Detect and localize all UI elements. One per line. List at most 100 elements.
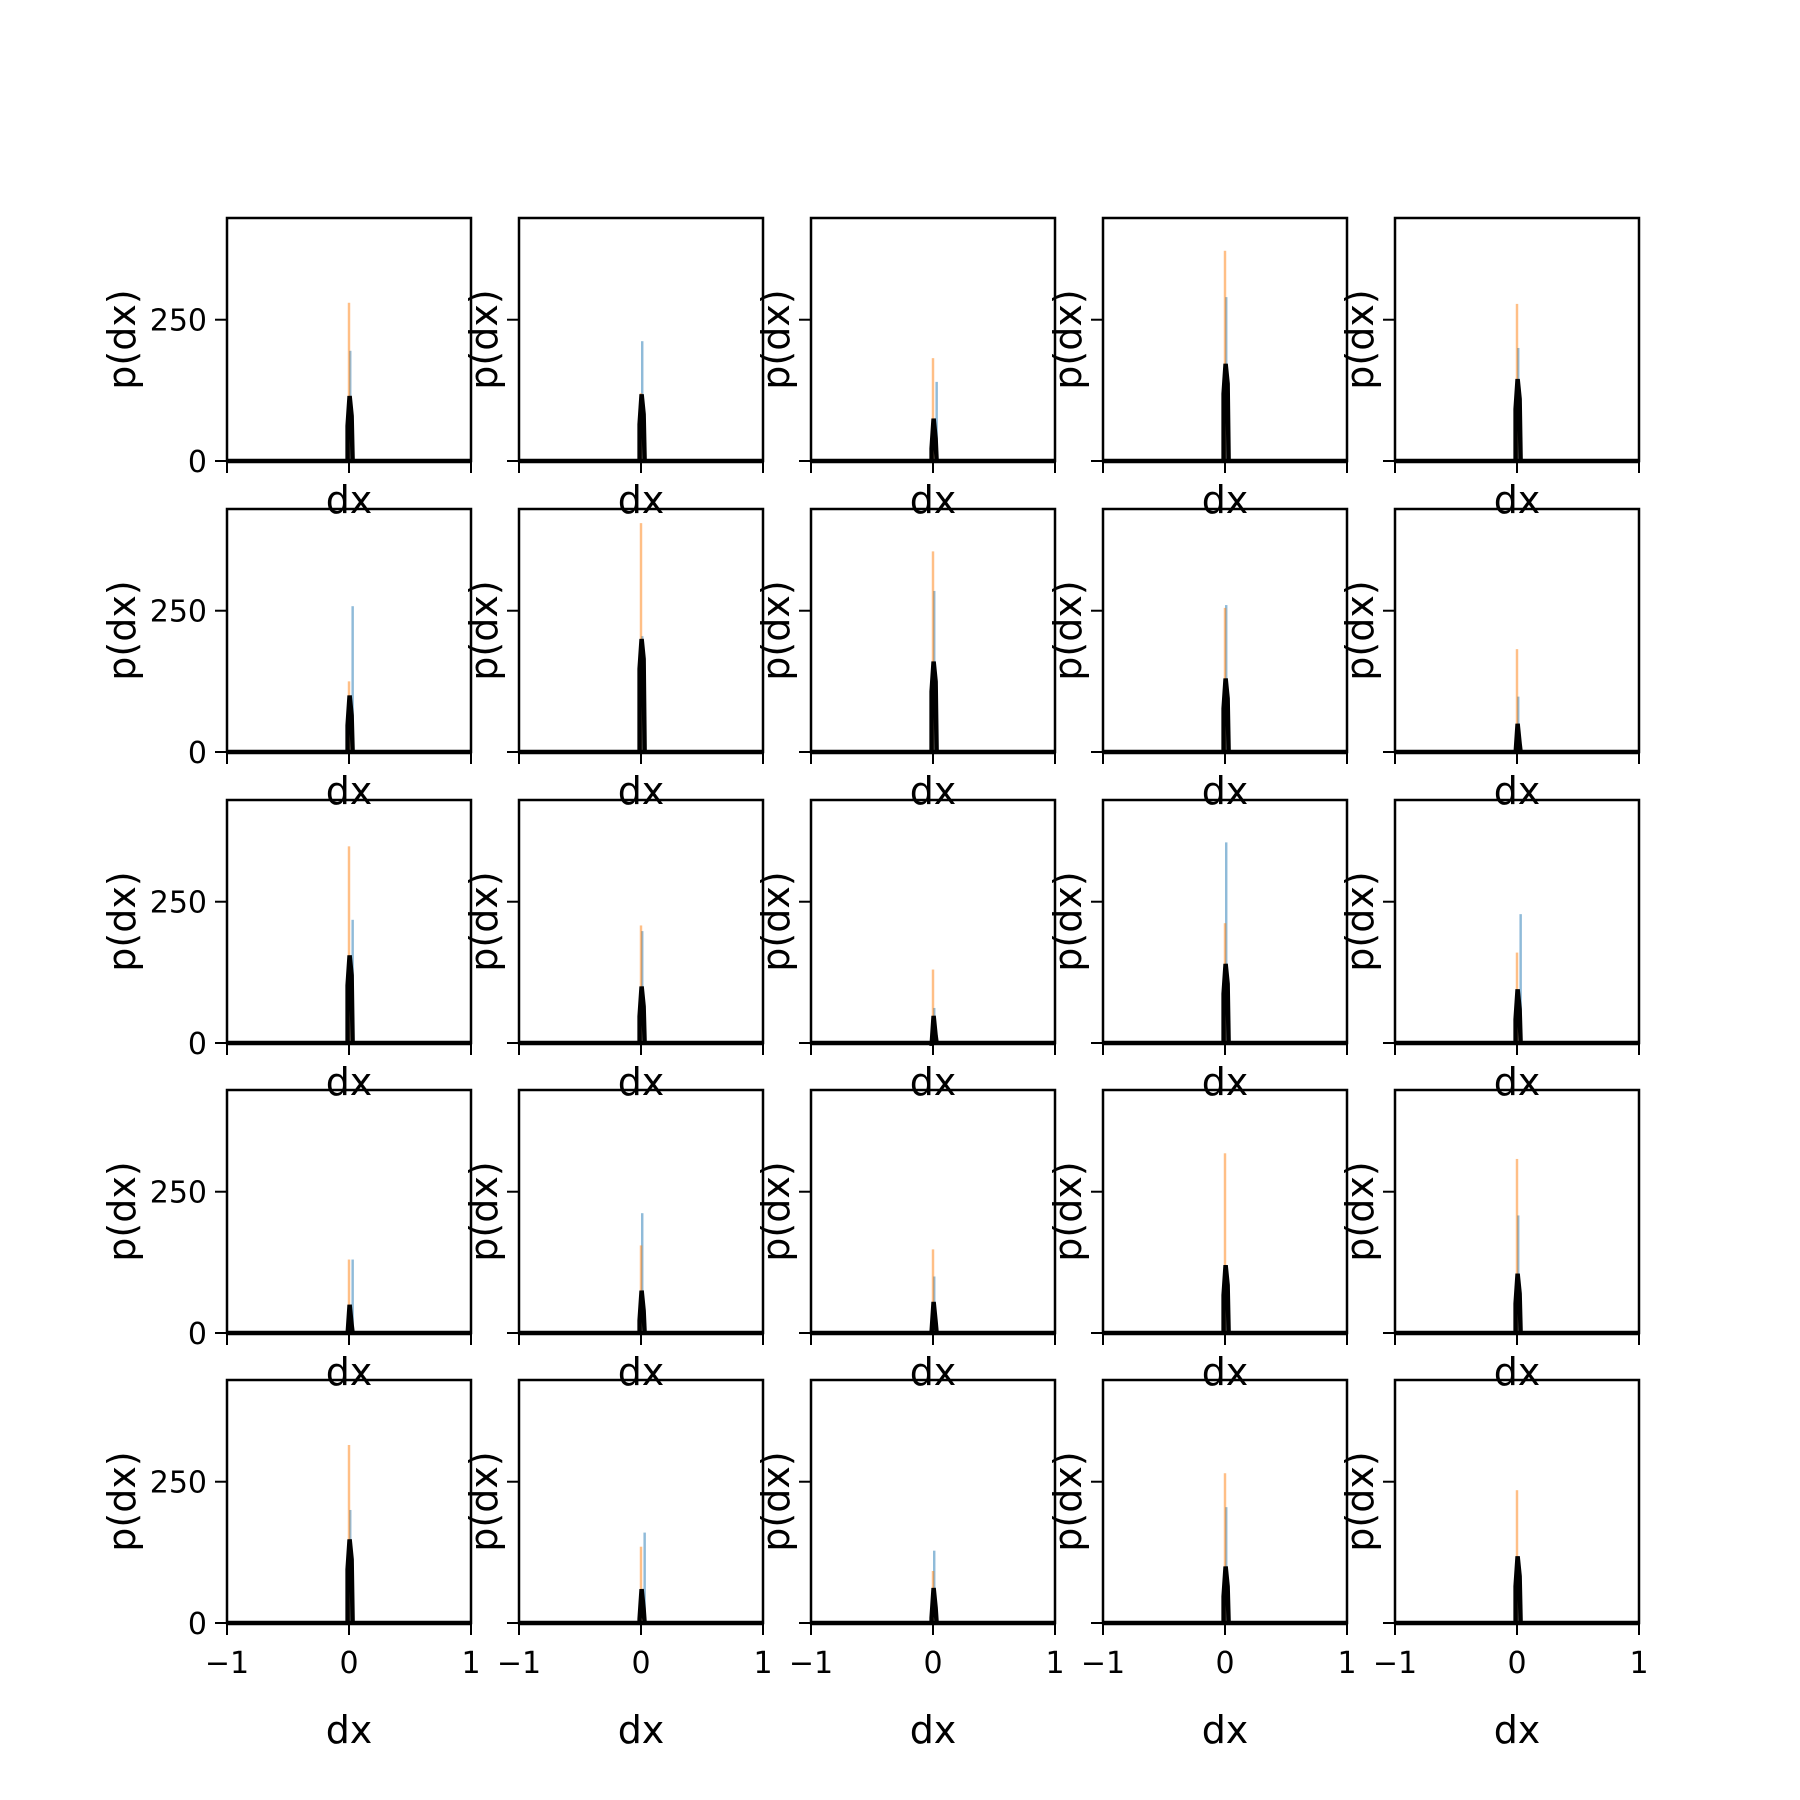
x-axis-label: dx <box>1202 769 1249 813</box>
black-density-line <box>929 418 939 462</box>
y-axis-label: p(dx) <box>1046 871 1090 971</box>
x-tick-label: 1 <box>1045 1646 1064 1681</box>
panel-r4-c4: −1 0 1 dx p(dx) <box>1338 1378 1649 1752</box>
y-axis-label: p(dx) <box>462 871 506 971</box>
panel-r4-c3: −1 0 1 dx p(dx) <box>1046 1378 1357 1752</box>
black-density-line <box>637 986 647 1044</box>
x-tick-label: −1 <box>205 1646 249 1681</box>
y-axis-label: p(dx) <box>100 871 144 971</box>
y-axis-label: p(dx) <box>754 289 798 389</box>
x-axis-label: dx <box>326 478 373 522</box>
x-axis-label: dx <box>618 478 665 522</box>
x-axis-label: dx <box>618 1060 665 1104</box>
y-axis-label: p(dx) <box>754 580 798 680</box>
orange-hist-bar <box>347 846 351 1043</box>
panel-r0-c1: dx p(dx) <box>462 216 765 522</box>
black-density-line <box>1513 1556 1523 1624</box>
panel-r3-c3: dx p(dx) <box>1046 1088 1349 1394</box>
black-density-line <box>1221 363 1231 462</box>
orange-hist-bar <box>931 551 935 752</box>
x-axis-label: dx <box>910 1350 957 1394</box>
x-tick-label: 0 <box>339 1646 358 1681</box>
black-density-line <box>345 1539 355 1624</box>
panel-r3-c4: dx p(dx) <box>1338 1088 1641 1394</box>
panel-r0-c4: dx p(dx) <box>1338 216 1641 522</box>
x-axis-label: dx <box>326 769 373 813</box>
panel-r2-c2: dx p(dx) <box>754 798 1057 1104</box>
panel-r3-c2: dx p(dx) <box>754 1088 1057 1394</box>
y-axis-label: p(dx) <box>100 580 144 680</box>
x-axis-label: dx <box>326 1708 373 1752</box>
x-axis-label: dx <box>910 1708 957 1752</box>
x-axis-label: dx <box>910 769 957 813</box>
x-tick-label: 0 <box>1215 1646 1234 1681</box>
panel-r2-c1: dx p(dx) <box>462 798 765 1104</box>
x-tick-label: 1 <box>753 1646 772 1681</box>
x-axis-label: dx <box>910 478 957 522</box>
y-axis-label: p(dx) <box>100 289 144 389</box>
orange-hist-bar <box>347 302 351 461</box>
blue-hist-bar <box>935 381 938 461</box>
black-density-line <box>929 1587 939 1624</box>
orange-hist-bar <box>347 1444 351 1623</box>
x-axis-label: dx <box>1494 478 1541 522</box>
panel-r3-c1: dx p(dx) <box>462 1088 765 1394</box>
y-axis-label: p(dx) <box>754 1161 798 1261</box>
y-tick-label: 250 <box>150 1466 207 1501</box>
x-tick-label: 1 <box>1337 1646 1356 1681</box>
black-density-line <box>345 695 355 753</box>
blue-hist-bar <box>1519 914 1522 1043</box>
orange-hist-bar <box>347 1259 351 1333</box>
black-density-line <box>1221 1264 1231 1334</box>
x-axis-label: dx <box>1494 1060 1541 1104</box>
y-tick-label: 250 <box>150 1176 207 1211</box>
x-axis-label: dx <box>618 769 665 813</box>
panel-r1-c0: 0 250 dx p(dx) <box>100 507 473 813</box>
y-axis-label: p(dx) <box>100 1451 144 1551</box>
y-axis-label: p(dx) <box>100 1161 144 1261</box>
panel-r0-c3: dx p(dx) <box>1046 216 1349 522</box>
x-tick-label: 1 <box>1629 1646 1648 1681</box>
panel-r1-c3: dx p(dx) <box>1046 507 1349 813</box>
x-axis-label: dx <box>910 1060 957 1104</box>
black-density-line <box>1513 378 1523 462</box>
orange-hist-bar <box>639 925 643 1043</box>
x-axis-label: dx <box>1494 1708 1541 1752</box>
x-axis-label: dx <box>326 1060 373 1104</box>
black-density-line <box>637 394 647 462</box>
orange-hist-bar <box>931 1249 935 1333</box>
orange-hist-bar <box>1515 649 1519 752</box>
panel-r1-c1: dx p(dx) <box>462 507 765 813</box>
y-axis-label: p(dx) <box>462 580 506 680</box>
y-axis-label: p(dx) <box>1338 1161 1382 1261</box>
y-tick-label: 250 <box>150 886 207 921</box>
y-axis-label: p(dx) <box>1046 1161 1090 1261</box>
orange-hist-bar <box>639 1245 643 1333</box>
x-tick-label: 0 <box>1507 1646 1526 1681</box>
x-axis-label: dx <box>1202 478 1249 522</box>
y-axis-label: p(dx) <box>754 871 798 971</box>
y-tick-label: 0 <box>188 445 207 480</box>
x-tick-label: 0 <box>923 1646 942 1681</box>
black-density-line <box>1221 1566 1231 1624</box>
x-axis-label: dx <box>1202 1350 1249 1394</box>
y-axis-label: p(dx) <box>462 1161 506 1261</box>
black-density-line <box>345 395 355 462</box>
panel-r3-c0: 0 250 dx p(dx) <box>100 1088 473 1394</box>
blue-hist-bar <box>643 1532 646 1623</box>
blue-hist-bar <box>351 606 354 752</box>
black-density-line <box>929 1301 939 1334</box>
x-axis-label: dx <box>1202 1060 1249 1104</box>
y-tick-label: 0 <box>188 1317 207 1352</box>
x-tick-label: −1 <box>497 1646 541 1681</box>
x-axis-label: dx <box>618 1350 665 1394</box>
black-density-line <box>1513 1273 1523 1334</box>
x-axis-label: dx <box>1494 1350 1541 1394</box>
x-tick-label: 0 <box>631 1646 650 1681</box>
orange-hist-bar <box>1223 1153 1227 1333</box>
y-axis-label: p(dx) <box>1338 871 1382 971</box>
black-density-line <box>637 638 647 753</box>
x-axis-label: dx <box>326 1350 373 1394</box>
x-tick-label: −1 <box>1373 1646 1417 1681</box>
